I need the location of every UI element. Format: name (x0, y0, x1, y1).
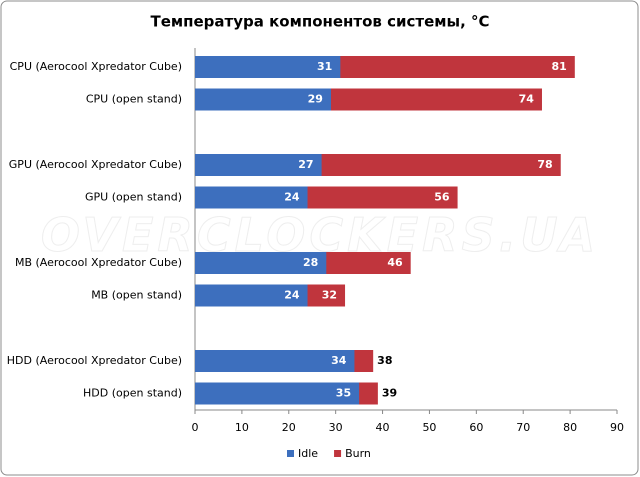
data-label: 28 (303, 256, 318, 269)
x-tick-label: 10 (235, 421, 249, 434)
y-tick-label: HDD (Aerocool Xpredator Cube) (7, 354, 182, 367)
y-tick-label: HDD (open stand) (83, 387, 182, 400)
bar (195, 186, 308, 209)
chart-title: Температура компонентов системы, °C (150, 13, 489, 31)
bar (195, 154, 322, 176)
data-label: 24 (284, 191, 300, 204)
x-tick-label: 30 (329, 421, 343, 434)
data-label: 81 (551, 60, 566, 73)
data-label: 24 (284, 289, 300, 302)
data-label: 39 (382, 387, 397, 400)
data-label: 38 (377, 354, 392, 367)
data-label: 35 (336, 387, 351, 400)
legend-swatch (334, 450, 342, 457)
y-tick-label: CPU (open stand) (86, 93, 182, 106)
data-label: 74 (519, 93, 535, 106)
bar (195, 56, 341, 78)
bar (195, 382, 360, 405)
x-tick-label: 70 (516, 421, 530, 434)
x-tick-label: 50 (422, 421, 436, 434)
bar (195, 88, 331, 111)
y-tick-label: GPU (Aerocool Xpredator Cube) (9, 158, 182, 171)
data-label: 46 (387, 256, 403, 269)
bar (195, 284, 308, 307)
x-tick-label: 20 (282, 421, 296, 434)
bar (195, 252, 327, 274)
x-tick-label: 80 (563, 421, 577, 434)
y-tick-label: CPU (Aerocool Xpredator Cube) (10, 60, 182, 73)
x-tick-label: 40 (376, 421, 390, 434)
x-tick-label: 0 (192, 421, 199, 434)
y-tick-label: GPU (open stand) (85, 191, 182, 204)
legend-swatch (287, 450, 294, 457)
data-label: 78 (537, 158, 552, 171)
data-label: 31 (317, 60, 332, 73)
bar (195, 350, 355, 372)
data-label: 29 (308, 93, 323, 106)
x-tick-label: 60 (469, 421, 483, 434)
legend-label: Burn (345, 447, 371, 460)
y-tick-label: MB (Aerocool Xpredator Cube) (15, 256, 182, 269)
x-tick-label: 90 (610, 421, 624, 434)
data-label: 27 (298, 158, 313, 171)
data-label: 32 (322, 289, 337, 302)
data-label: 34 (331, 354, 347, 367)
legend-label: Idle (298, 447, 318, 460)
data-label: 56 (434, 191, 450, 204)
y-tick-label: MB (open stand) (91, 289, 182, 302)
